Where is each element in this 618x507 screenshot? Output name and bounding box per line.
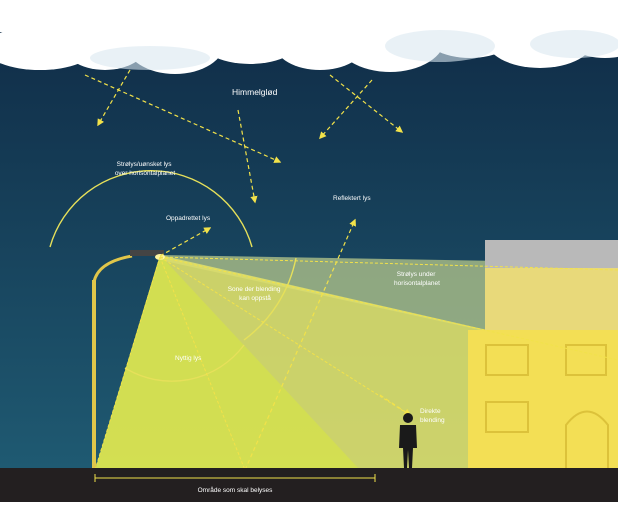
house-window	[485, 344, 529, 376]
label-useful-light: Nyttig lys	[175, 355, 202, 362]
clouds	[0, 0, 618, 74]
label-stray-light-below: Strølys under horisontalplanet	[394, 271, 440, 287]
useful-light-arc	[124, 344, 245, 382]
area-measure	[94, 474, 376, 482]
label-direct-glare: Direkte blending	[420, 408, 445, 424]
label-reflected-light: Reflektert lys	[333, 195, 371, 202]
stray-light-arc	[49, 170, 253, 248]
house	[468, 240, 618, 471]
arrow-upward-light	[159, 227, 212, 257]
lamp-head	[130, 250, 164, 256]
house-wall-upper	[485, 268, 618, 338]
arrow-skyglow-5	[329, 74, 404, 133]
house-wall-lower	[468, 330, 618, 470]
arrow-skyglow-3	[237, 109, 258, 204]
house-roof	[485, 240, 618, 268]
glare-zone-arc	[243, 257, 297, 341]
ground	[0, 468, 618, 502]
arcs	[49, 170, 297, 382]
person	[399, 413, 417, 468]
arrow-skyglow-2	[84, 74, 282, 163]
label-area-to-light: Område som skal belyses	[198, 486, 274, 494]
label-upward-light: Oppadrettet lys	[166, 215, 211, 222]
label-sky-glow: Himmelglød	[232, 87, 278, 97]
person-head	[403, 413, 413, 423]
arrow-skyglow-1	[97, 69, 131, 127]
arrow-reflected-light	[244, 218, 356, 471]
house-window	[565, 344, 607, 376]
label-glare-zone: Sone der blending kan oppstå	[228, 286, 283, 302]
arrow-skyglow-4	[319, 79, 373, 140]
cloud-shading	[90, 30, 618, 70]
light-rays	[94, 256, 618, 471]
label-stray-light-above: Strølys/uønsket lys over horisontalplane…	[115, 161, 176, 177]
house-window	[485, 401, 529, 433]
arrows	[84, 69, 412, 471]
person-body	[399, 425, 417, 468]
arrow-direct-glare	[379, 394, 412, 416]
house-door	[565, 410, 609, 471]
